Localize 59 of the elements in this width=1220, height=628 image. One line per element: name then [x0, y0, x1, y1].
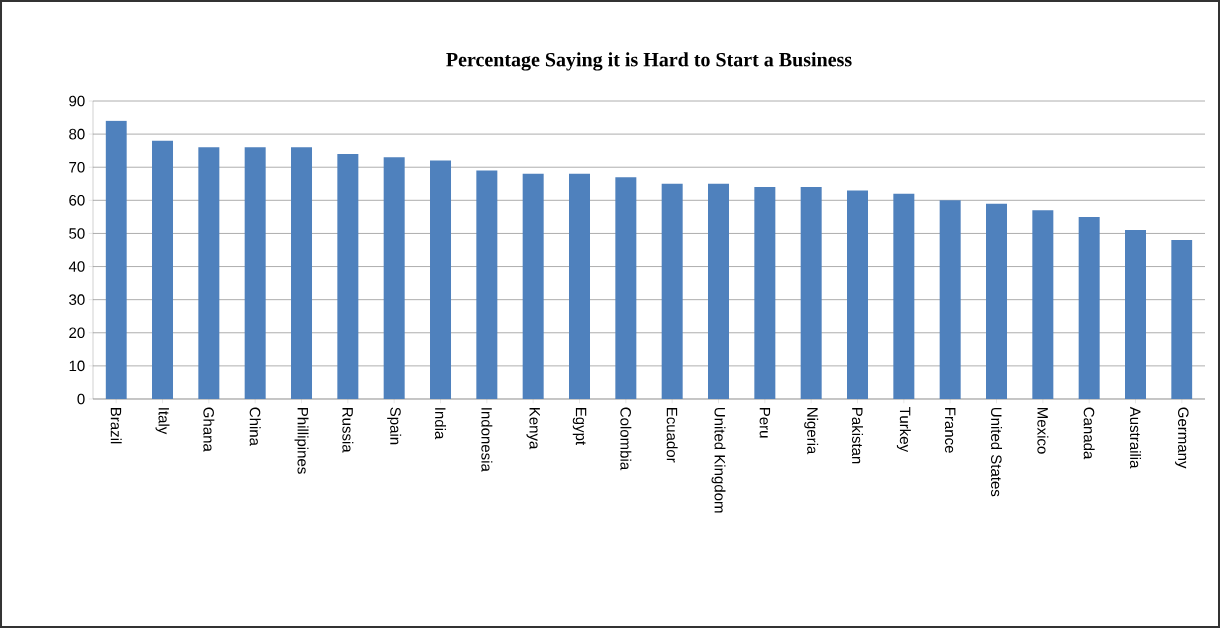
x-tick-label: Indonesia [481, 408, 493, 472]
x-tick-label: United States [991, 407, 1003, 497]
bar [939, 200, 961, 399]
bar [893, 193, 915, 399]
y-tick-label: 30 [69, 294, 85, 305]
x-tick-label: Colombia [620, 407, 632, 471]
bar [430, 160, 452, 399]
bar [476, 170, 498, 399]
bar [1125, 230, 1146, 399]
x-tick-label: Canada [1083, 407, 1095, 460]
x-tick-label: Brazil [110, 408, 122, 444]
bar [522, 173, 544, 399]
x-tick-label: China [249, 407, 261, 446]
y-tick-label: 90 [69, 95, 85, 107]
bar [1171, 240, 1193, 399]
bar [1032, 210, 1054, 399]
bar [291, 147, 313, 399]
x-tick-label: Kenya [526, 408, 540, 450]
y-tick-label: 50 [69, 228, 85, 239]
bar [244, 147, 266, 399]
x-tick-label: Austrailia [1130, 406, 1142, 469]
x-tick-label: Peru [759, 408, 771, 438]
bar [1078, 216, 1100, 399]
bar [569, 173, 591, 399]
bar [754, 187, 776, 399]
x-tick-label: Russia [342, 408, 354, 453]
y-tick-label: 40 [68, 261, 85, 272]
x-tick-label: Italy [155, 408, 170, 435]
x-tick-label: Egypt [572, 408, 587, 446]
bar [661, 183, 683, 399]
bar [383, 157, 405, 399]
x-tick-label: Mexico [1037, 408, 1049, 454]
x-tick-label: India [435, 408, 447, 440]
x-tick-label: Turkey [896, 407, 911, 453]
y-tick-label: 10 [69, 360, 85, 372]
chart-title: Percentage Saying it is Hard to Start a Business [446, 52, 852, 71]
x-tick-label: Nigeria [804, 408, 819, 455]
bar [152, 140, 174, 399]
x-tick-label: France [944, 408, 956, 453]
y-tick-label: 70 [69, 161, 85, 173]
bar [847, 190, 868, 399]
bar [337, 153, 359, 399]
y-tick-label: 60 [69, 195, 85, 206]
bar [800, 187, 822, 399]
x-tick-label: Ecuador [666, 408, 678, 463]
x-tick-label: Germany [1175, 407, 1189, 469]
bar [708, 183, 730, 399]
bar [198, 147, 220, 399]
x-tick-label: Spain [387, 407, 402, 445]
bar [615, 177, 637, 399]
x-tick-label: Ghana [203, 407, 215, 452]
y-tick-label: 80 [69, 128, 85, 140]
x-tick-label: Pakistan [852, 408, 864, 464]
bar [105, 120, 127, 399]
bar [986, 203, 1008, 399]
y-tick-label: 0 [77, 393, 85, 405]
y-tick-label: 20 [69, 327, 85, 339]
x-tick-label: United Kingdom [711, 407, 726, 513]
x-tick-label: Phillipines [294, 408, 309, 474]
